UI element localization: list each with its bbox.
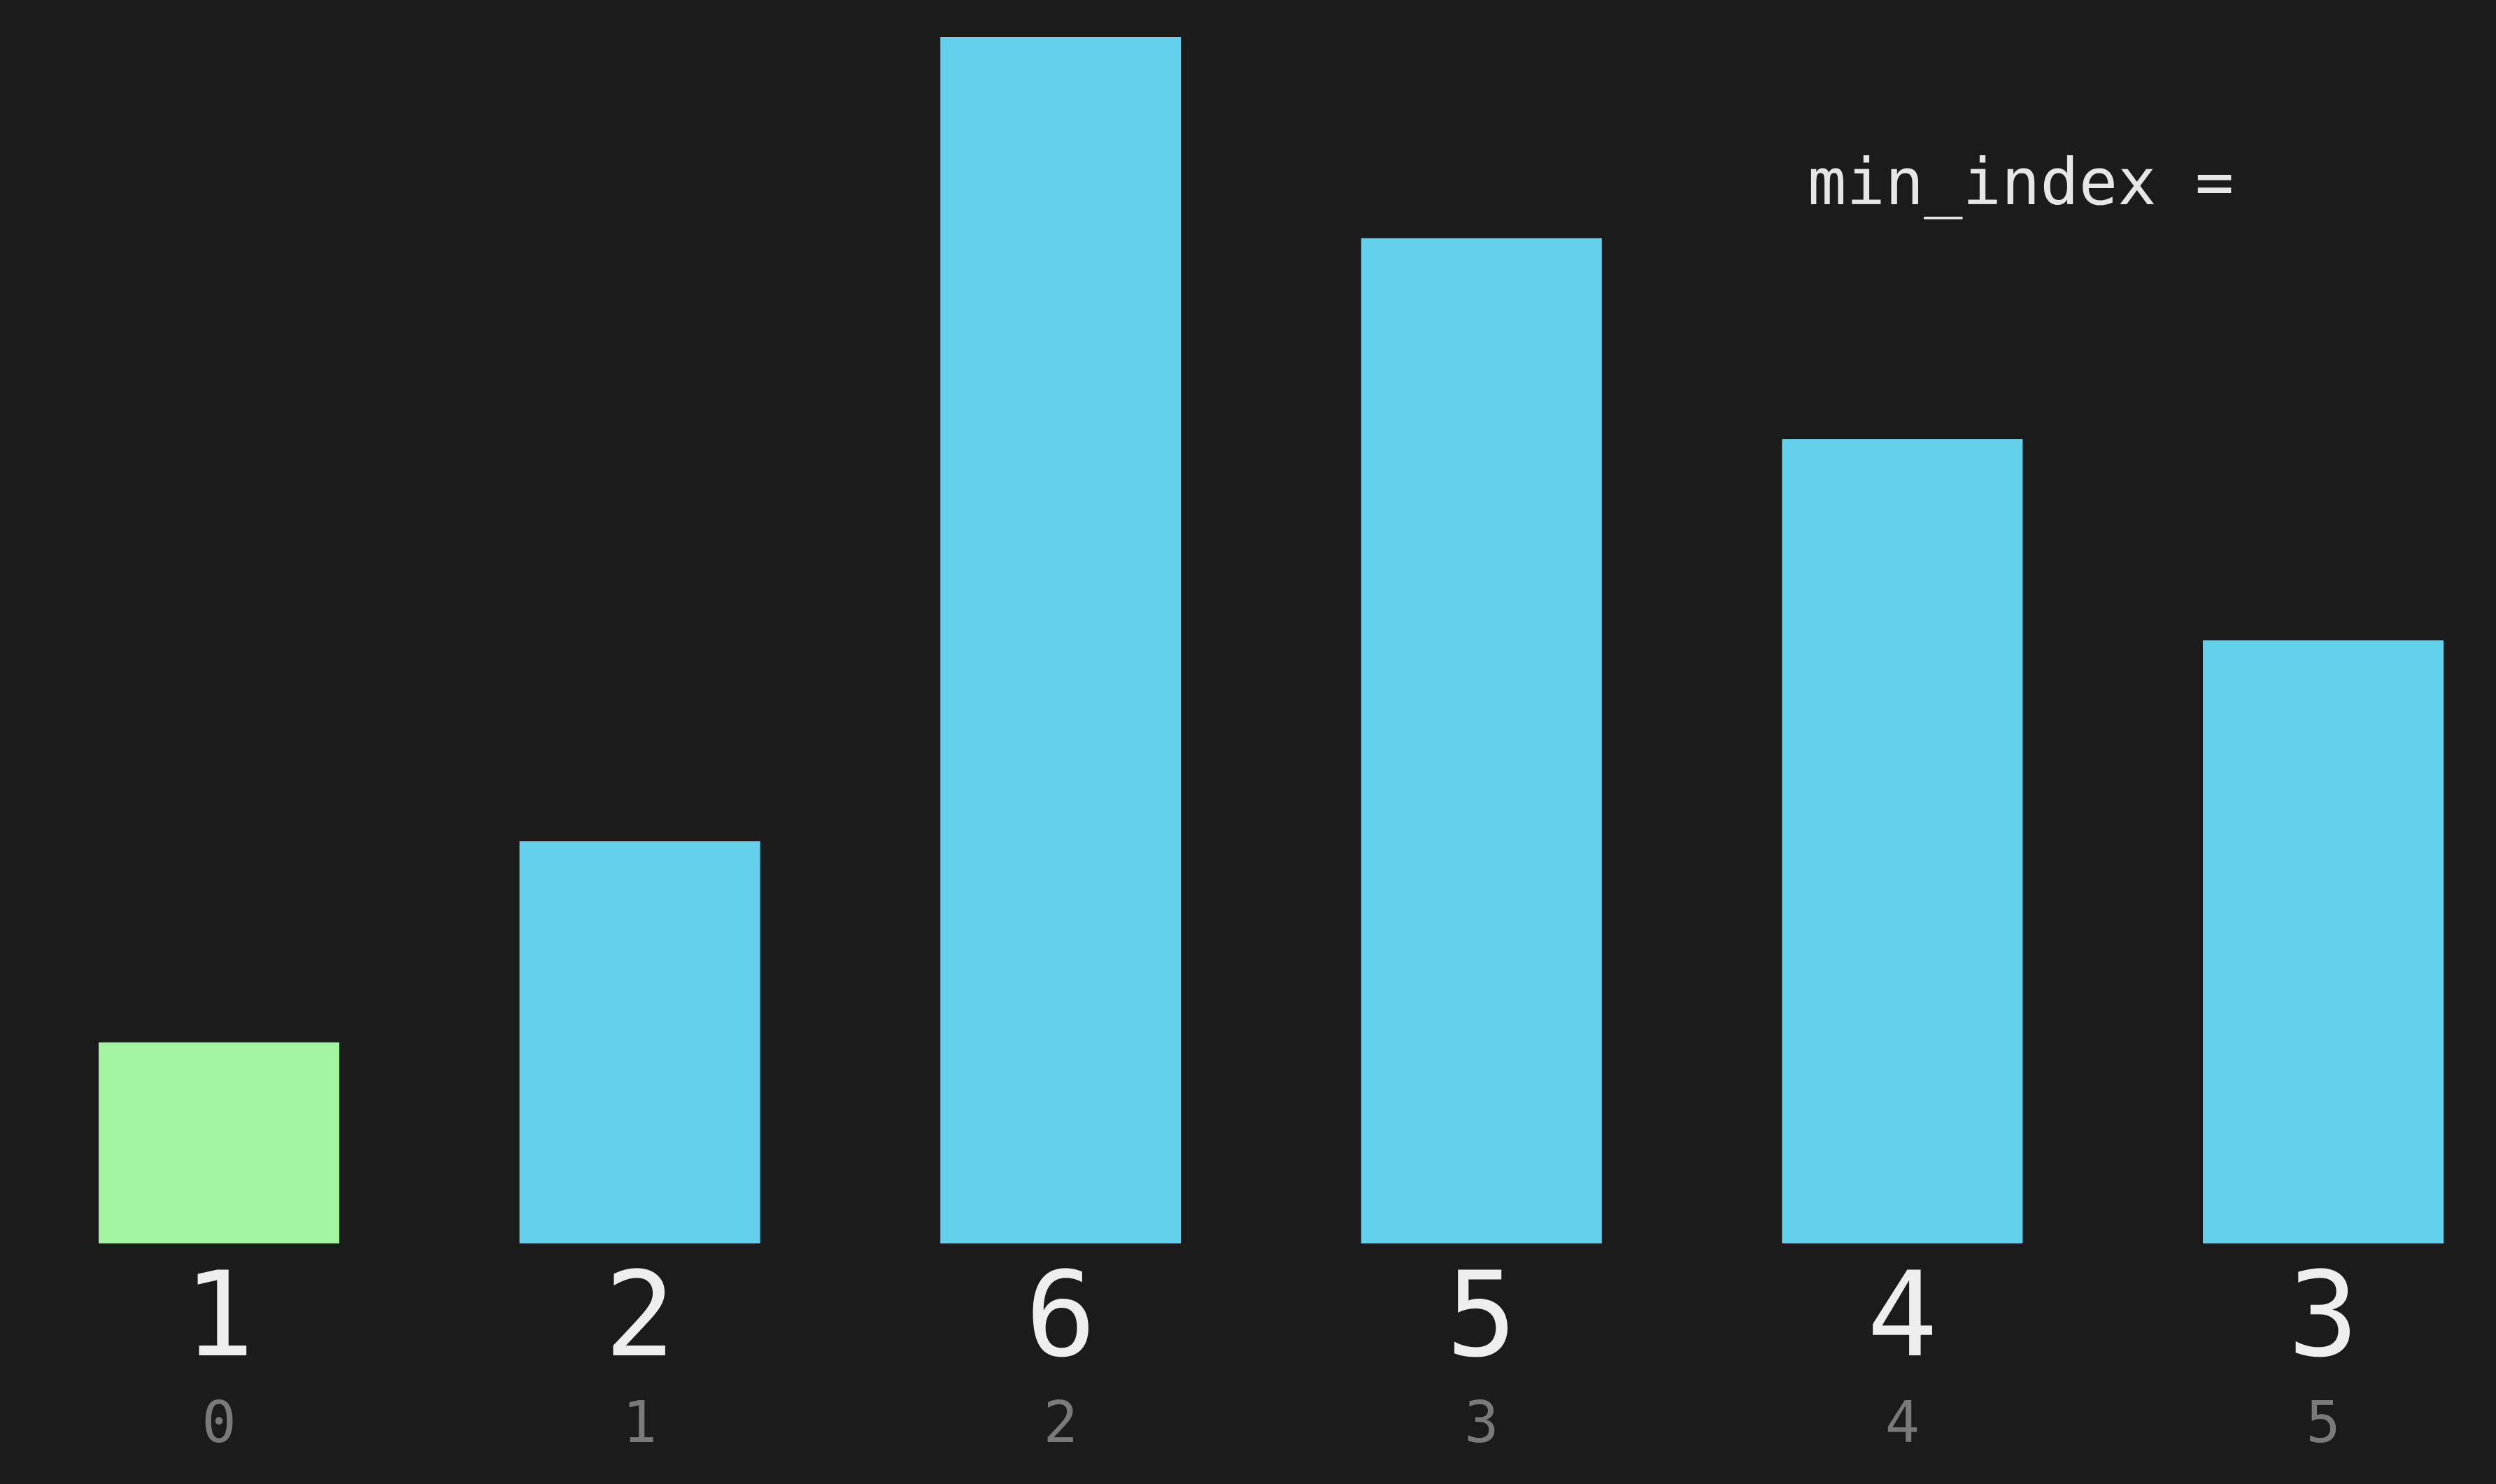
bar-index-label: 4 — [1885, 1390, 1920, 1456]
bar-index-label: 1 — [623, 1390, 657, 1456]
bar-5 — [2203, 640, 2444, 1243]
bar-index-label: 3 — [1464, 1390, 1498, 1456]
bar-3 — [1361, 238, 1602, 1243]
bar-4 — [1782, 439, 2023, 1243]
bar-index-label: 2 — [1044, 1390, 1078, 1456]
bar-value-label: 3 — [2288, 1246, 2358, 1383]
bar-index-label: 0 — [201, 1390, 236, 1456]
bar-value-label: 1 — [183, 1246, 254, 1383]
bar-value-label: 4 — [1867, 1246, 1938, 1383]
bar-value-label: 6 — [1026, 1246, 1096, 1383]
bar-0 — [99, 1042, 339, 1243]
bar-value-label: 5 — [1446, 1246, 1517, 1383]
min-index-label: min_index = — [1808, 145, 2234, 220]
bar-index-label: 5 — [2306, 1390, 2340, 1456]
bar-value-label: 2 — [604, 1246, 675, 1383]
bar-1 — [519, 841, 760, 1243]
bar-2 — [940, 37, 1182, 1243]
